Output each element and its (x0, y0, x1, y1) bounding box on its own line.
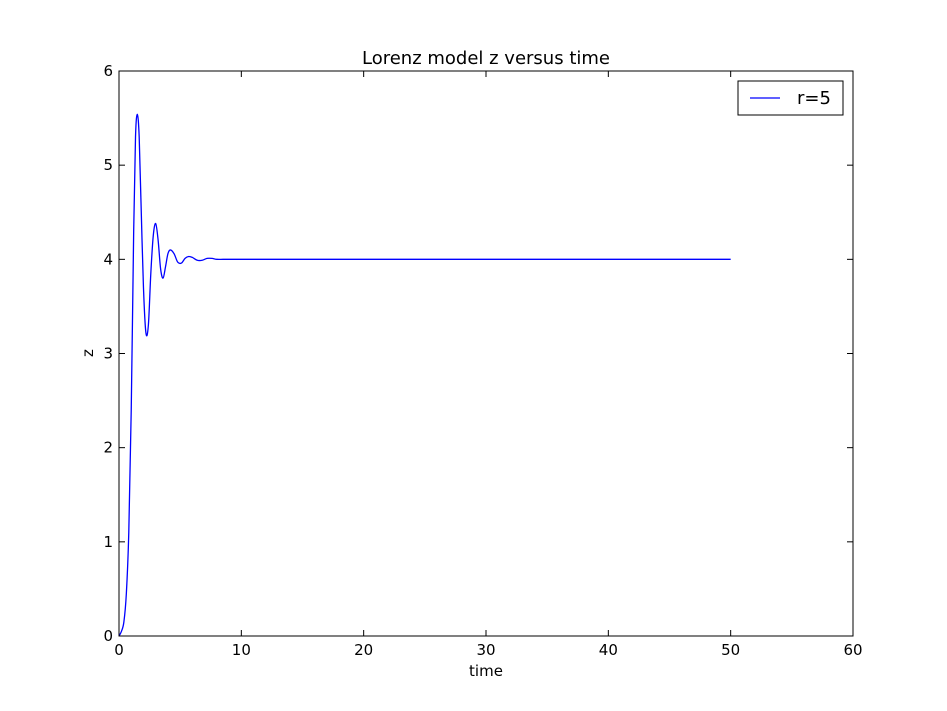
y-tick-label: 5 (103, 156, 113, 174)
y-tick-label: 0 (103, 627, 113, 645)
x-tick-label: 60 (843, 641, 862, 659)
x-tick-label: 40 (599, 641, 618, 659)
series-layer (118, 113, 731, 637)
legend-label-r5: r=5 (797, 88, 831, 109)
x-tick-label: 10 (232, 641, 251, 659)
y-axis-label: z (79, 349, 97, 357)
chart-title: Lorenz model z versus time (362, 48, 610, 69)
y-tick-label: 6 (103, 62, 113, 80)
x-tick-label: 20 (354, 641, 373, 659)
x-axis-label: time (469, 662, 503, 680)
y-tick-label: 2 (103, 439, 113, 457)
x-tick-label: 50 (721, 641, 740, 659)
legend: r=5 (737, 80, 844, 116)
y-tick-label: 4 (103, 250, 113, 268)
plot-frame (118, 70, 854, 637)
y-tick-label: 3 (103, 345, 113, 363)
series-line-r5 (118, 113, 731, 637)
y-tick-label: 1 (103, 533, 113, 551)
x-tick-label: 0 (114, 641, 124, 659)
x-tick-label: 30 (476, 641, 495, 659)
ticks-layer: 0 10 20 30 40 50 60 0 1 2 3 4 5 6 (103, 62, 862, 659)
